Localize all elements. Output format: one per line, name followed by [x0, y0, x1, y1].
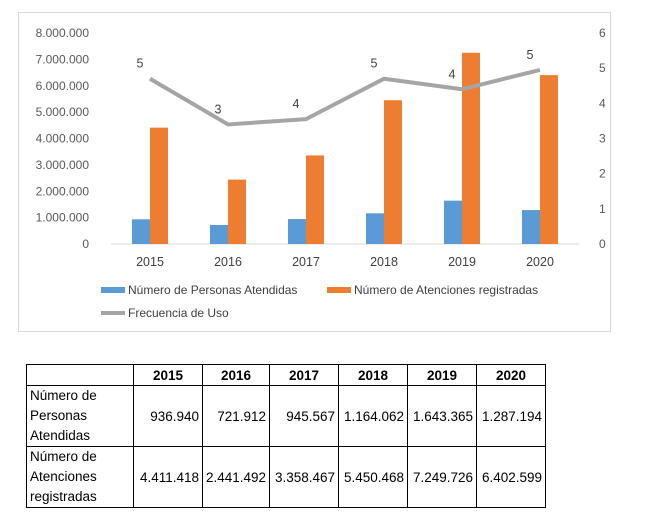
legend-item-frecuencia: Frecuencia de Uso — [101, 306, 229, 320]
x-axis-tick-label: 2018 — [370, 255, 398, 269]
table-cell: 4.411.418 — [133, 446, 203, 508]
line-data-label: 3 — [215, 102, 222, 116]
row-label-line: Número de — [30, 388, 97, 403]
left-axis-tick-label: 1.000.000 — [36, 211, 90, 225]
x-axis-tick-label: 2015 — [136, 255, 164, 269]
x-axis-tick-label: 2019 — [448, 255, 476, 269]
x-axis-tick-label: 2017 — [292, 255, 320, 269]
line-data-label: 5 — [137, 57, 144, 71]
bar-personas — [288, 219, 306, 244]
table-cell: 5.450.468 — [338, 446, 409, 508]
table-row: Número de Personas Atendidas 936.940 721… — [26, 385, 547, 447]
line-data-label: 5 — [527, 48, 534, 62]
bar-atenciones — [462, 52, 480, 244]
table-cell: 1.287.194 — [476, 385, 547, 447]
bar-atenciones — [306, 155, 324, 244]
row-label-line: Número de — [30, 449, 97, 464]
data-table: 2015 2016 2017 2018 2019 2020 Número de … — [26, 364, 547, 508]
table-cell: 1.164.062 — [338, 385, 409, 447]
legend-label-personas: Número de Personas Atendidas — [128, 283, 298, 297]
bar-atenciones — [540, 75, 558, 244]
legend-swatch-personas — [101, 287, 125, 293]
bar-personas — [522, 210, 540, 244]
table-row-header: Número de Atenciones registradas — [26, 446, 134, 508]
combo-chart: 0 1.000.000 2.000.000 3.000.000 4.000.000 5.0… — [36, 26, 606, 269]
table-row-header: Número de Personas Atendidas — [26, 385, 134, 447]
table-header-cell: 2015 — [133, 364, 203, 386]
row-label-line: Atenciones — [30, 469, 97, 484]
bar-atenciones — [150, 127, 168, 244]
line-data-label: 4 — [293, 97, 300, 111]
table-cell: 3.358.467 — [269, 446, 340, 508]
legend-swatch-frecuencia — [101, 311, 125, 315]
legend-label-frecuencia: Frecuencia de Uso — [128, 306, 229, 320]
left-axis-tick-label: 8.000.000 — [36, 26, 90, 40]
right-axis-tick-label: 2 — [599, 167, 606, 181]
row-label-line: Personas — [30, 408, 88, 423]
bar-personas — [444, 200, 462, 244]
x-axis-tick-label: 2016 — [214, 255, 242, 269]
table-cell: 1.643.365 — [407, 385, 478, 447]
left-axis-tick-label: 0 — [82, 237, 89, 251]
table-header-row: 2015 2016 2017 2018 2019 2020 — [26, 364, 547, 386]
line-data-label: 4 — [449, 67, 456, 81]
legend-swatch-atenciones — [327, 287, 351, 293]
table-header-cell: 2019 — [407, 364, 478, 386]
right-axis-tick-label: 1 — [599, 202, 606, 216]
table-header-cell: 2017 — [269, 364, 340, 386]
table-header-cell: 2016 — [201, 364, 271, 386]
legend-label-atenciones: Número de Atenciones registradas — [354, 283, 539, 297]
right-axis-tick-label: 6 — [599, 26, 606, 40]
table-header-cell: 2020 — [476, 364, 547, 386]
left-axis-tick-label: 3.000.000 — [36, 158, 90, 172]
right-axis-tick-label: 3 — [599, 132, 606, 146]
left-axis-tick-label: 5.000.000 — [36, 105, 90, 119]
x-axis-tick-label: 2020 — [526, 255, 554, 269]
table-header-cell: 2018 — [338, 364, 409, 386]
right-axis-tick-label: 0 — [599, 237, 606, 251]
left-axis-tick-label: 2.000.000 — [36, 184, 90, 198]
table-cell: 936.940 — [133, 385, 203, 447]
row-label-line: registradas — [30, 489, 97, 504]
row-label-line: Atendidas — [30, 428, 91, 443]
right-axis-tick-label: 4 — [599, 96, 606, 110]
bar-atenciones — [228, 179, 246, 244]
line-data-label: 5 — [371, 57, 378, 71]
bar-atenciones — [384, 100, 402, 245]
left-axis-tick-label: 4.000.000 — [36, 132, 90, 146]
bar-personas — [210, 224, 228, 244]
left-axis-tick-label: 7.000.000 — [36, 52, 90, 66]
legend-item-personas: Número de Personas Atendidas — [101, 283, 297, 297]
table-header-cell — [26, 364, 134, 386]
table-cell: 2.441.492 — [201, 446, 271, 508]
bar-personas — [366, 213, 384, 244]
chart-frame: 0 1.000.000 2.000.000 3.000.000 4.000.000 5.0… — [18, 12, 611, 332]
table-row: Número de Atenciones registradas 4.411.4… — [26, 446, 547, 508]
table-cell: 721.912 — [201, 385, 271, 447]
table-cell: 945.567 — [269, 385, 340, 447]
right-axis-tick-label: 5 — [599, 61, 606, 75]
legend-item-atenciones: Número de Atenciones registradas — [327, 283, 538, 297]
table-cell: 6.402.599 — [476, 446, 547, 508]
line-frecuencia — [148, 67, 541, 127]
left-axis-tick-label: 6.000.000 — [36, 79, 90, 93]
bar-personas — [132, 219, 150, 244]
table-cell: 7.249.726 — [407, 446, 478, 508]
